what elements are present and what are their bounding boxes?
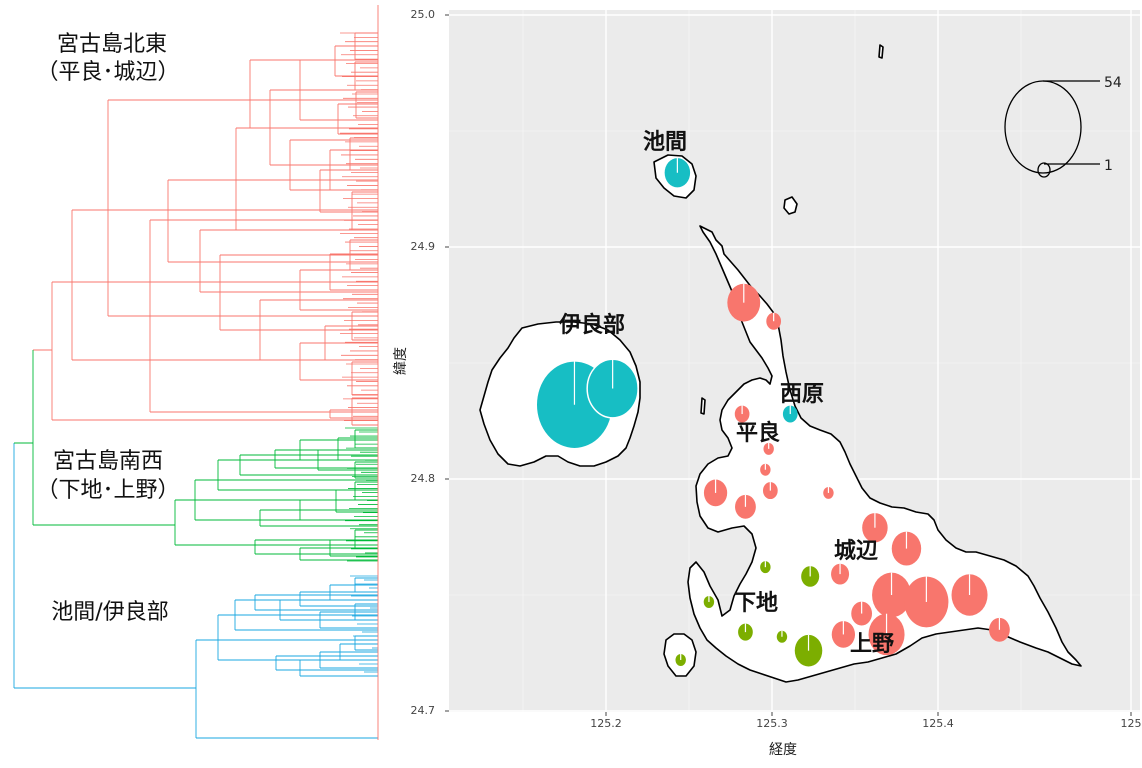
x-axis-title: 経度 [769, 742, 797, 758]
pie-markers [535, 158, 1010, 667]
pie-marker [904, 576, 949, 628]
x-tick-label-125: 125 [1121, 717, 1142, 730]
cluster-label-north-east: 宮古島北東 [57, 32, 167, 57]
map-axes: 25.0 24.9 24.8 24.7 125.2 125.3 125.4 12… [393, 8, 1142, 758]
place-label-nishihara: 西原 [780, 382, 824, 407]
place-label-shimoji: 下地 [734, 591, 778, 616]
place-label-hirara: 平良 [736, 420, 780, 446]
miyako-island-outline [687, 225, 1082, 683]
pie-marker [760, 561, 771, 574]
size-legend-min-label: 1 [1104, 158, 1113, 174]
cluster-label-south-west: 宮古島南西 [53, 449, 163, 474]
ogami-island-outline [783, 196, 798, 215]
place-label-irabu: 伊良部 [558, 312, 625, 338]
size-legend: 54 1 [1004, 75, 1122, 178]
y-tick-label-24-8: 24.8 [411, 472, 436, 485]
islet-north-outline [878, 44, 884, 59]
y-tick-label-25-0: 25.0 [411, 8, 436, 21]
size-legend-small-circle [1037, 162, 1051, 178]
islet-west-outline [700, 397, 706, 415]
pie-marker [703, 479, 728, 507]
place-label-ueno: 上野 [850, 632, 894, 657]
y-tick-label-24-9: 24.9 [411, 240, 436, 253]
cluster-label-ikema-irabu: 池間/伊良部 [51, 600, 168, 625]
cluster-label-north-east-areas: （平良･城辺） [36, 60, 179, 85]
pie-marker [703, 595, 715, 608]
x-tick-label-125-3: 125.3 [756, 717, 788, 730]
place-labels: 池間 伊良部 西原 平良 城辺 下地 上野 [558, 130, 894, 657]
y-tick-label-24-7: 24.7 [411, 704, 436, 717]
place-label-ikema: 池間 [643, 130, 687, 155]
size-legend-max-label: 54 [1104, 75, 1122, 91]
y-axis-title: 緯度 [393, 347, 409, 375]
place-label-gusukube: 城辺 [834, 538, 878, 564]
x-tick-label-125-4: 125.4 [922, 717, 954, 730]
x-tick-label-125-2: 125.2 [590, 717, 622, 730]
dendrogram [13, 5, 379, 740]
cluster-label-south-west-areas: （下地･上野） [36, 478, 179, 503]
pie-marker [675, 653, 686, 666]
